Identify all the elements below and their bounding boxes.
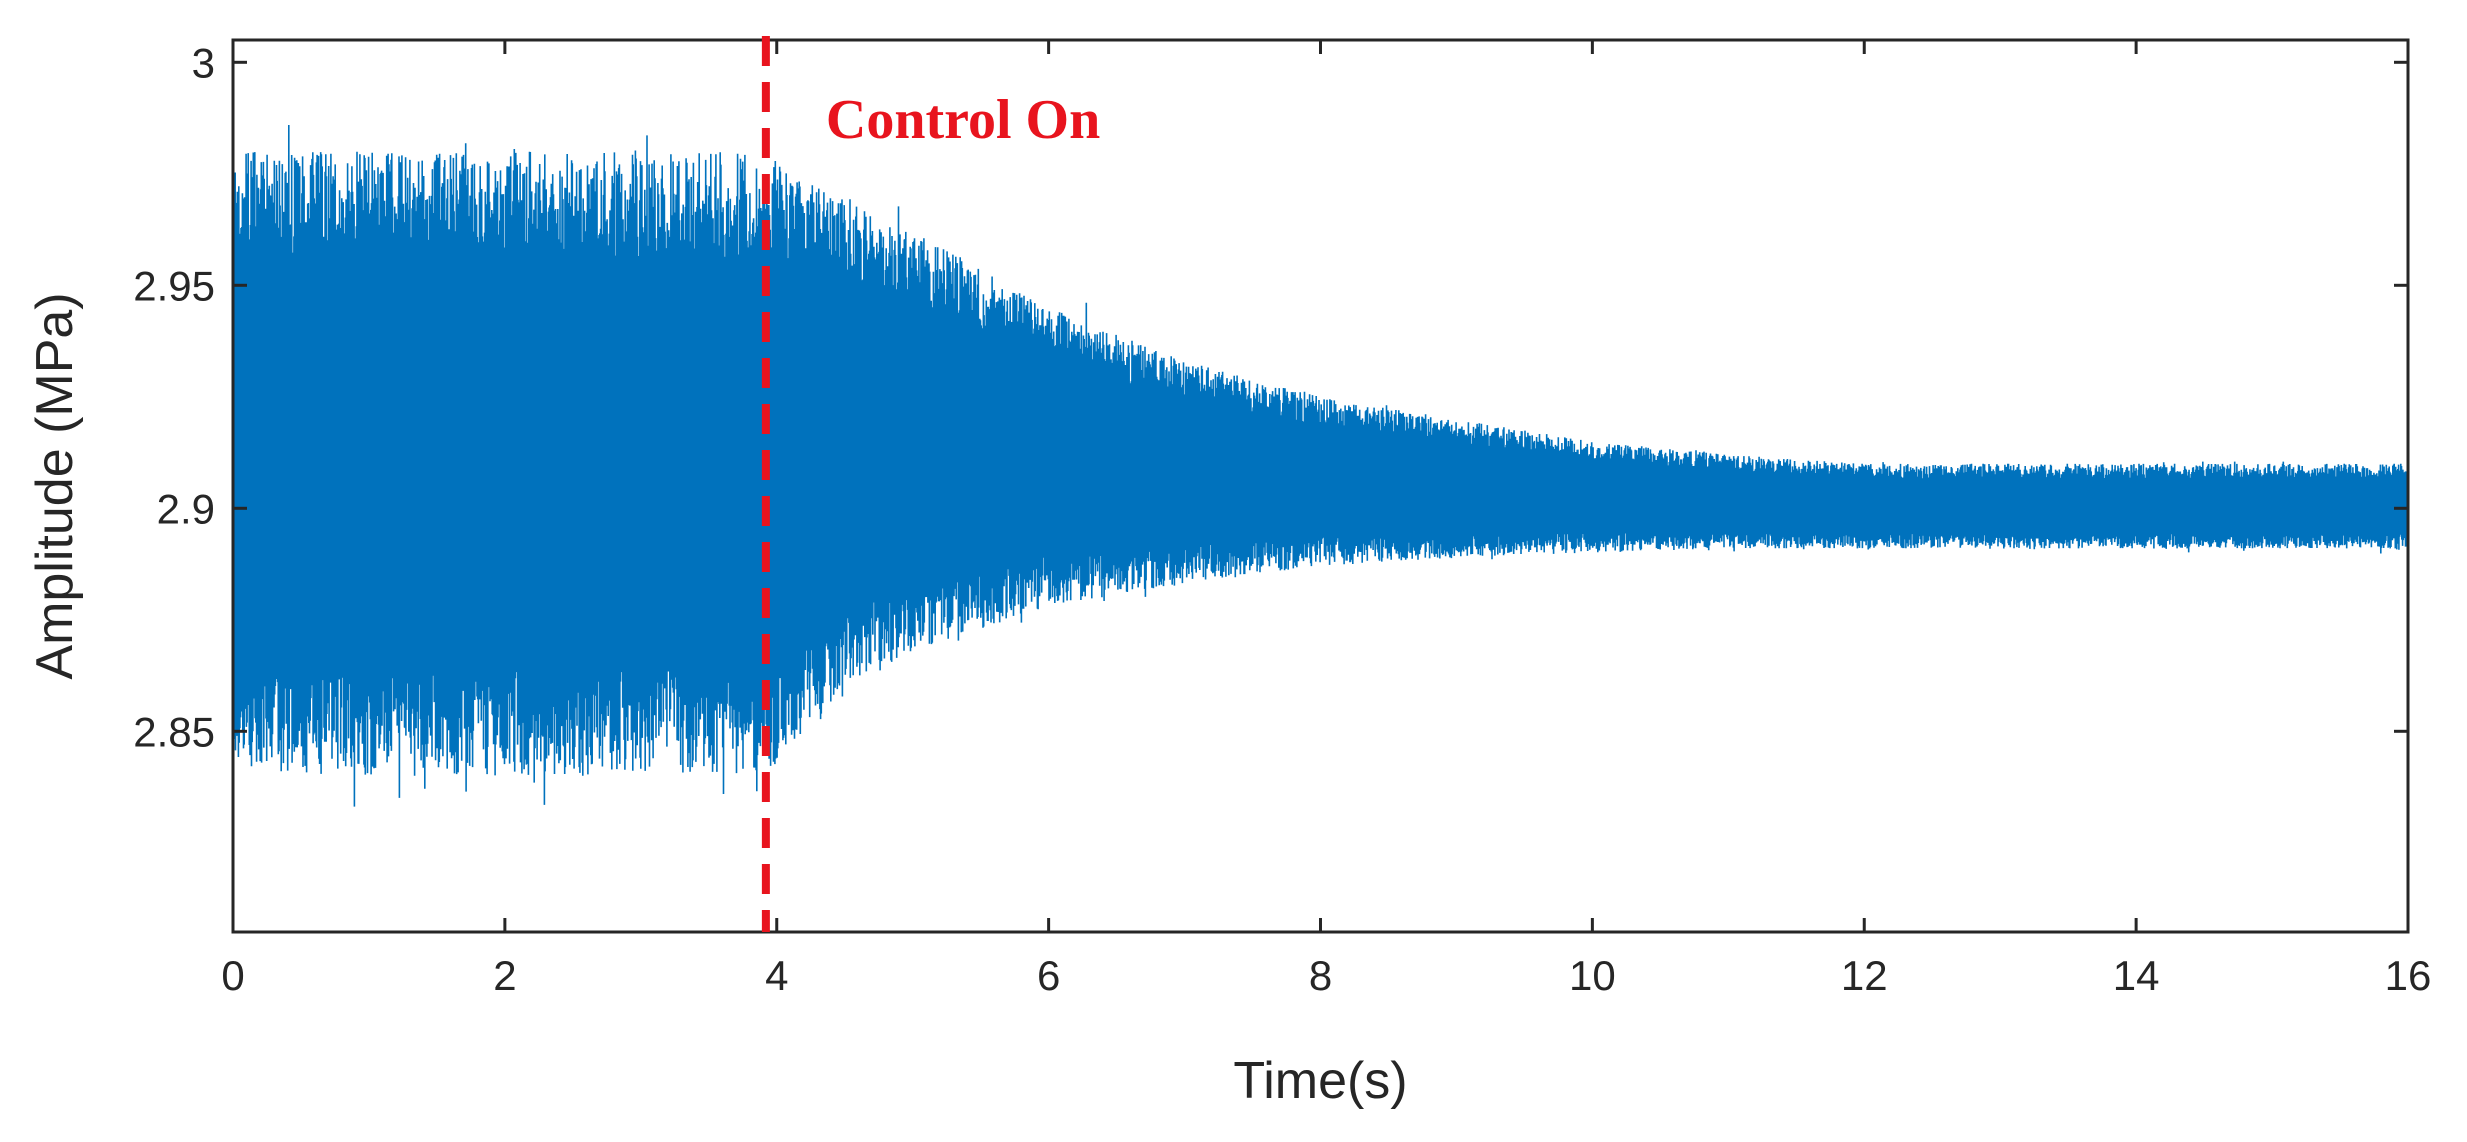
x-axis: 0 2 4 6 8 10 12 14 16 bbox=[221, 40, 2431, 999]
y-tick-label: 3 bbox=[192, 39, 215, 86]
y-axis: 2.85 2.9 2.95 3 bbox=[133, 39, 2408, 755]
y-tick-label: 2.85 bbox=[133, 708, 215, 755]
x-axis-label: Time(s) bbox=[1233, 1052, 1407, 1110]
plot-area bbox=[232, 124, 2409, 807]
x-tick-label: 10 bbox=[1569, 952, 1616, 999]
y-axis-label: Amplitude (MPa) bbox=[26, 292, 84, 679]
x-tick-label: 12 bbox=[1841, 952, 1888, 999]
x-tick-label: 0 bbox=[221, 952, 244, 999]
y-tick-label: 2.9 bbox=[157, 485, 215, 532]
control-on-label: Control On bbox=[826, 89, 1100, 151]
y-tick-label: 2.95 bbox=[133, 262, 215, 309]
amplitude-signal-line bbox=[232, 124, 2409, 807]
x-tick-label: 8 bbox=[1309, 952, 1332, 999]
x-tick-label: 4 bbox=[765, 952, 788, 999]
x-tick-label: 16 bbox=[2385, 952, 2432, 999]
x-tick-label: 6 bbox=[1037, 952, 1060, 999]
x-tick-label: 14 bbox=[2113, 952, 2160, 999]
x-tick-label: 2 bbox=[493, 952, 516, 999]
